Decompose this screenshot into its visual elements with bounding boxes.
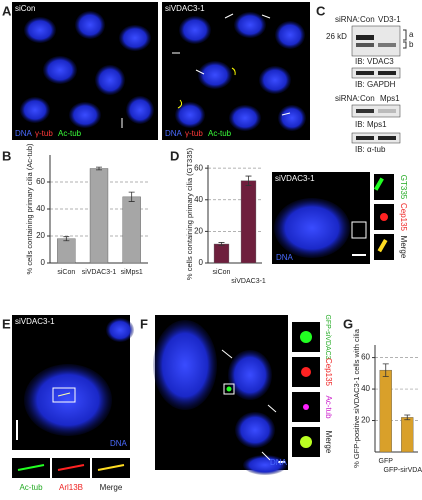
y-tick-label: 20: [361, 416, 370, 425]
channel-label: GT335: [399, 175, 408, 200]
bar: [89, 168, 109, 264]
marker-label: 26 kD: [326, 32, 347, 41]
panel-letter: E: [2, 316, 11, 331]
y-axis-title: % GFP-positive siVDAC3-1 cells with cili…: [352, 328, 361, 468]
band-label: a: [409, 30, 414, 39]
channel-label: GFP-siVDAC3: [324, 314, 331, 359]
channel-label: Ac-tub: [324, 395, 333, 419]
legend-gamma-tub: γ-tub: [185, 129, 203, 138]
ib-label: IB: Mps1: [355, 120, 387, 129]
ib-label: IB: VDAC3: [355, 57, 394, 66]
inset-label: Merge: [100, 483, 123, 492]
y-axis-title: % cells containing primary cilia (Ac-tub…: [25, 143, 34, 274]
panel-letter: D: [170, 148, 179, 163]
bar: [401, 417, 414, 453]
micrograph: [272, 172, 394, 264]
y-tick-label: 20: [36, 231, 45, 240]
y-tick-label: 60: [194, 163, 203, 172]
x-tick-label: siCon: [213, 269, 231, 276]
error-bar: [63, 236, 70, 242]
legend-dna: DNA: [165, 129, 183, 138]
x-tick-label: siVDAC3-1: [231, 278, 266, 285]
error-bar: [218, 242, 225, 247]
x-tick-label: siMps1: [121, 269, 143, 276]
bar: [213, 243, 230, 264]
legend-ac-tub: Ac-tub: [208, 129, 232, 138]
y-tick-label: 40: [36, 204, 45, 213]
image-label: siCon: [15, 4, 35, 13]
channel-label: Cep135: [324, 358, 333, 387]
y-tick-label: 40: [361, 384, 370, 393]
image-label: siVDAC3-1: [15, 317, 55, 326]
y-tick-label: 60: [36, 177, 45, 186]
legend-ac-tub: Ac-tub: [58, 129, 82, 138]
error-bar: [128, 191, 135, 202]
micrograph: [12, 2, 310, 140]
panel-letter: G: [343, 316, 353, 331]
channel-label: Merge: [324, 431, 333, 454]
x-tick-label: siCon: [57, 269, 75, 276]
y-tick-label: 0: [199, 258, 204, 267]
y-tick-label: 40: [194, 195, 203, 204]
dna-label: DNA: [276, 253, 294, 262]
bar: [122, 196, 141, 264]
panel-letter: A: [2, 3, 12, 18]
inset-label: Ac-tub: [19, 483, 43, 492]
y-tick-label: 0: [41, 258, 46, 267]
legend-gamma-tub: γ-tub: [35, 129, 53, 138]
lane-label: Con: [360, 94, 375, 103]
error-bar: [382, 363, 389, 377]
band-label: b: [409, 40, 414, 49]
lane-label: VD3-1: [378, 15, 401, 24]
legend-dna: DNA: [15, 129, 33, 138]
error-bar: [96, 166, 102, 171]
ib-label: IB: α-tub: [355, 145, 386, 154]
bar: [57, 238, 76, 264]
sirna-label: siRNA:: [335, 15, 360, 24]
error-bar: [245, 175, 252, 186]
sirna-label: siRNA:: [335, 94, 360, 103]
inset-label: Arl13B: [59, 483, 83, 492]
micrograph: [153, 315, 320, 475]
x-tick-label: GFP-sirVDAC3: [384, 467, 422, 474]
channel-label: Merge: [399, 236, 408, 259]
lane-label: Con: [360, 15, 375, 24]
blot: [351, 25, 407, 144]
dna-label: DNA: [110, 439, 128, 448]
channel-label: Cep135: [399, 203, 408, 232]
panel-letter: B: [2, 148, 11, 163]
image-label: siVDAC3-1: [275, 174, 315, 183]
panel-letter: F: [140, 316, 148, 331]
lane-label: Mps1: [380, 94, 400, 103]
y-axis-title: % cells containing primary cilia (GT335): [185, 147, 194, 280]
y-tick-label: 60: [361, 353, 370, 362]
micrograph: [12, 315, 134, 478]
bar: [240, 180, 257, 264]
x-tick-label: GFP: [379, 458, 394, 465]
error-bar: [404, 414, 411, 421]
x-tick-label: siVDAC3-1: [82, 269, 117, 276]
bar: [379, 369, 392, 453]
dna-label: DNA: [270, 458, 288, 467]
ib-label: IB: GAPDH: [355, 80, 396, 89]
y-tick-label: 20: [194, 226, 203, 235]
image-label: siVDAC3-1: [165, 4, 205, 13]
panel-letter: C: [316, 3, 326, 18]
